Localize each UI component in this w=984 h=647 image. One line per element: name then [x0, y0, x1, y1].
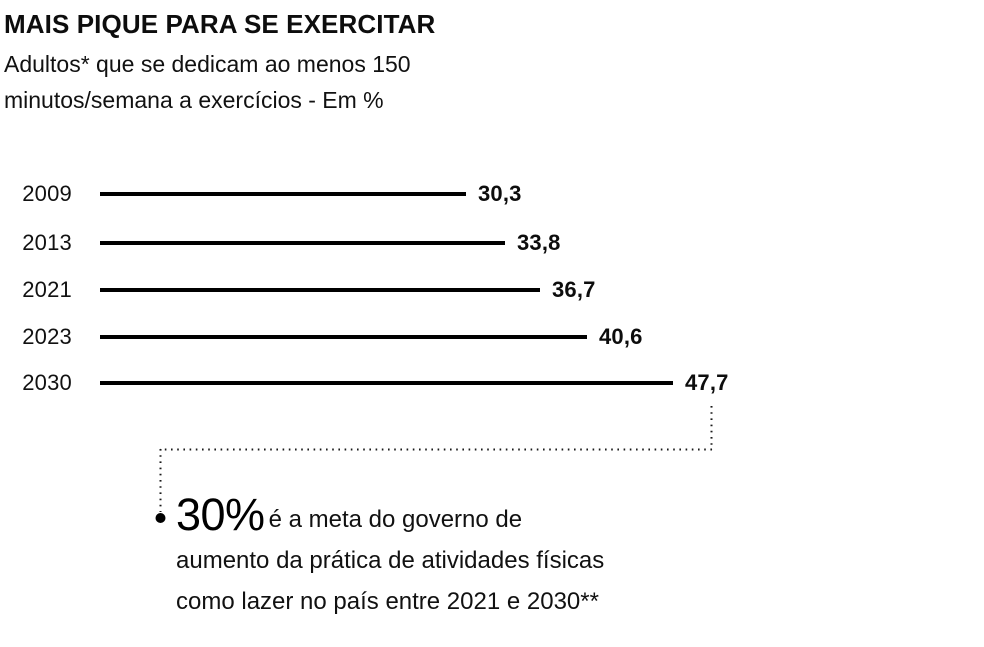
connector-bullet-dot	[155, 513, 166, 523]
row-bar	[100, 288, 540, 292]
callout-line-2: aumento da prática de atividades físicas	[176, 547, 605, 574]
page-title: MAIS PIQUE PARA SE EXERCITAR	[4, 9, 436, 39]
chart-subtitle-line-2: minutos/semana a exercícios - Em %	[4, 87, 384, 113]
table-row: 2009 30,3	[0, 179, 984, 209]
row-bar	[100, 192, 466, 196]
table-row: 2013 33,8	[0, 228, 984, 258]
table-row: 2021 36,7	[0, 275, 984, 305]
row-bar	[100, 241, 505, 245]
row-category-label: 2023	[22, 324, 72, 349]
row-bar	[100, 335, 587, 339]
callout-line-1: é a meta do governo de	[268, 506, 523, 533]
row-category-label: 2030	[22, 370, 72, 395]
row-category-label: 2009	[22, 181, 72, 206]
table-row: 2030 47,7	[0, 368, 984, 398]
callout-line-3: como lazer no país entre 2021 e 2030**	[176, 588, 599, 615]
row-value-label: 36,7	[552, 277, 596, 302]
chart-header: MAIS PIQUE PARA SE EXERCITAR Adultos* qu…	[4, 8, 784, 118]
callout-text: 30% é a meta do governo de aumento da prá…	[176, 492, 816, 622]
table-row: 2023 40,6	[0, 322, 984, 352]
chart-subtitle: Adultos* que se dedicam ao menos 150 min…	[4, 46, 564, 118]
chart-subtitle-line-1: Adultos* que se dedicam ao menos 150	[4, 51, 411, 77]
row-value-label: 40,6	[599, 324, 643, 349]
row-value-label: 30,3	[478, 181, 522, 206]
row-bar	[100, 381, 673, 385]
row-value-label: 33,8	[517, 230, 561, 255]
row-category-label: 2021	[22, 277, 72, 302]
row-value-label: 47,7	[685, 370, 729, 395]
chart-plot-area: 2009 30,3 2013 33,8 2021 36,7 2023 40,6 …	[0, 168, 984, 400]
callout-annotation: 30% é a meta do governo de aumento da prá…	[176, 492, 816, 622]
row-category-label: 2013	[22, 230, 72, 255]
callout-big-number: 30%	[176, 489, 265, 540]
